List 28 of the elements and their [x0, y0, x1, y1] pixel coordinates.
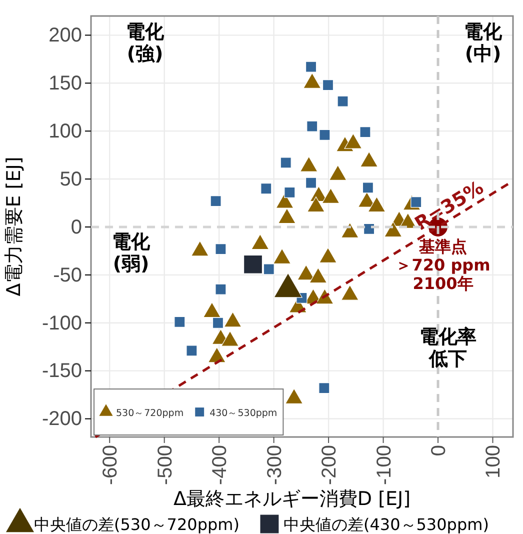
- y-axis-title: Δ電力需要E [EJ]: [3, 156, 25, 296]
- legend-label: 中央値の差(530～720ppm): [34, 515, 240, 534]
- annotation: 基準点＞720 ppm2100年: [396, 236, 490, 293]
- x-tick-label: -100: [373, 445, 396, 486]
- annotation: 電化(中): [464, 21, 503, 65]
- y-tick-label: -150: [42, 360, 82, 382]
- legend-label: 中央値の差(430～530ppm): [283, 515, 489, 534]
- x-tick-label: -300: [264, 445, 286, 486]
- x-tick-label: -400: [209, 445, 232, 486]
- y-tick-label: -200: [42, 408, 82, 430]
- legend-label: 430～530ppm: [210, 408, 278, 419]
- annotation: 電化(強): [126, 21, 165, 65]
- x-tick-label: -200: [318, 445, 341, 486]
- y-tick-label: -50: [53, 264, 82, 286]
- x-tick-label: -500: [154, 445, 176, 486]
- annotation: 電化率低下: [420, 326, 476, 370]
- annotation: 電化(弱): [112, 231, 151, 275]
- y-tick-label: -100: [42, 312, 82, 334]
- y-tick-label: 0: [70, 216, 82, 238]
- legend-label: 530～720ppm: [116, 408, 184, 419]
- x-tick-label: 0: [428, 445, 450, 456]
- y-tick-label: 50: [60, 168, 82, 190]
- y-tick-label: 200: [48, 24, 82, 47]
- y-tick-label: 100: [48, 120, 82, 142]
- y-tick-label: 150: [48, 72, 82, 95]
- x-tick-label: -600: [100, 445, 122, 486]
- x-tick-label: 100: [482, 445, 505, 478]
- x-axis-title: Δ最終エネルギー消費D [EJ]: [173, 488, 411, 510]
